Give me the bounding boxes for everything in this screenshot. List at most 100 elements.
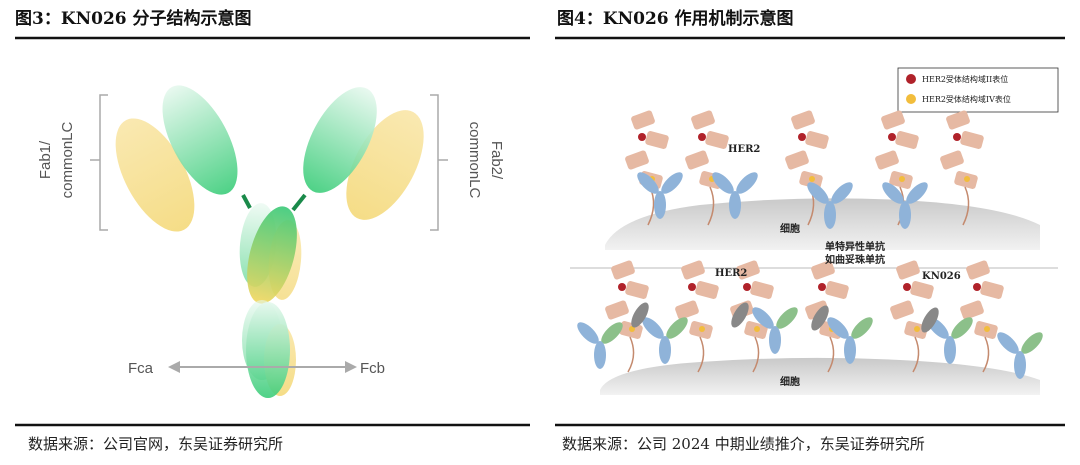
her2-domain [791,110,815,130]
domain [637,172,659,194]
her2-domain [881,110,905,130]
her2-domain [875,150,899,170]
epitope [809,176,815,182]
domain [601,322,623,344]
her2-domain [685,150,709,170]
domain [594,341,606,369]
her2-domain [825,281,849,299]
her2-domain [946,110,970,130]
domain [1014,351,1026,379]
her2-domain [960,300,984,320]
domain [752,307,774,329]
epitope [984,326,990,332]
fcb-label: Fcb [360,360,385,377]
her2-domain [625,281,649,299]
her2-label: HER2 [715,268,747,279]
domain [944,336,956,364]
epitope [953,133,961,141]
her2-domain [695,281,719,299]
her2-domain [691,110,715,130]
domain [899,201,911,229]
her2-domain [645,131,669,149]
bracket [90,94,108,231]
domain [654,191,666,219]
figure-title: 图4：KN026 作用机制示意图 [557,8,794,29]
diagrams [15,36,1065,427]
her2-domain [611,260,635,280]
arrowhead [345,361,357,373]
fca-label: Fca [128,360,154,377]
her2-domain [681,260,705,280]
her2-domain [736,260,760,280]
arrowhead [168,361,180,373]
domain [921,307,939,333]
her2-domain [625,150,649,170]
stalk [912,336,920,373]
stalk [752,336,760,373]
epitope [973,283,981,291]
domain [831,182,853,204]
her2-domain [675,300,699,320]
stalk [982,336,990,373]
epitope [688,283,696,291]
domain [303,87,377,193]
her2-domain [785,150,809,170]
domain [577,322,599,344]
fab1-label: Fab1/ [37,140,54,179]
stalk [962,186,970,226]
fab2-label: commonLC [466,122,483,199]
domain [997,332,1019,354]
her2-domain [980,281,1004,299]
domain [811,305,829,331]
her2-label: HER2 [728,144,760,155]
legend-label: HER2受体结构域IV表位 [922,94,1011,104]
domain [827,317,849,339]
domain [824,201,836,229]
her2-domain [805,131,829,149]
domain [851,317,873,339]
domain [659,336,671,364]
stalk [827,336,835,373]
her2-domain [705,131,729,149]
epitope [964,176,970,182]
domain [769,326,781,354]
her2-domain [940,150,964,170]
domain [642,317,664,339]
domain [731,302,749,328]
domain [776,307,798,329]
domain [1021,332,1043,354]
domain [346,110,424,220]
domain [729,191,741,219]
her2-domain [631,110,655,130]
figure-title: 图3：KN026 分子结构示意图 [15,8,252,29]
domain [736,172,758,194]
epitope [798,133,806,141]
epitope [914,326,920,332]
epitope [888,133,896,141]
cell-membrane [605,198,1040,250]
epitope [698,133,706,141]
her2-domain [890,300,914,320]
kn026-label: KN026 [922,271,961,282]
bracket [430,94,448,231]
epitope [638,133,646,141]
domain [906,182,928,204]
her2-domain [895,131,919,149]
domain [807,182,829,204]
fab1-label: commonLC [59,121,76,198]
domain [844,336,856,364]
domain [162,85,238,195]
stalk [707,186,715,226]
epitope [629,326,635,332]
epitope [903,283,911,291]
linker [241,194,252,209]
cell-label: 细胞 [780,222,800,235]
antibody-label: 单特异性单抗 [825,240,885,253]
domain [951,317,973,339]
domain [666,317,688,339]
epitope [618,283,626,291]
domain [247,206,297,304]
her2-domain [605,300,629,320]
legend-box [897,67,1059,113]
